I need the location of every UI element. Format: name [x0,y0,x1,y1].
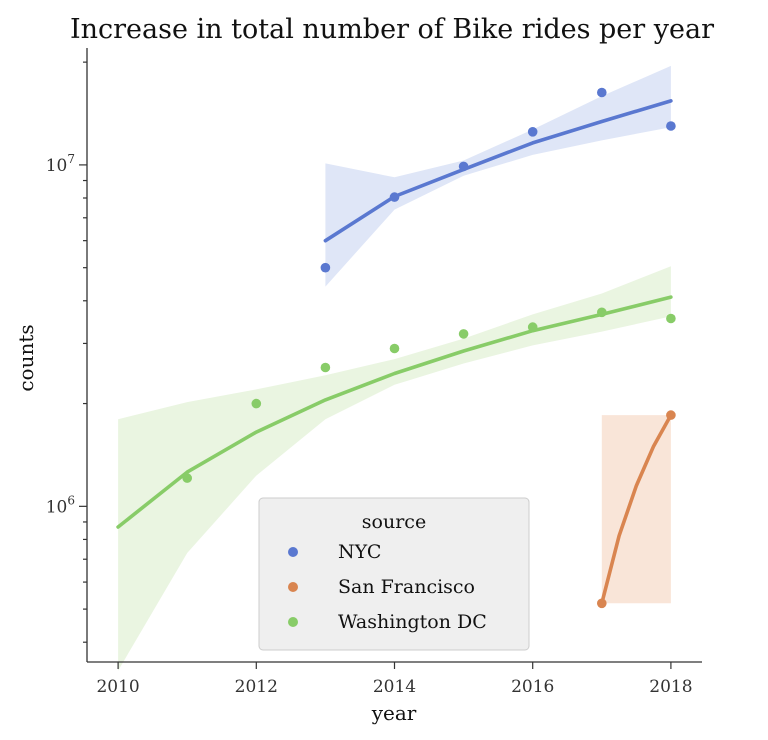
x-tick-label: 2012 [235,677,278,697]
x-axis-label: year [371,701,417,725]
point-nyc [458,161,469,172]
legend-marker-nyc [288,547,298,557]
fit-line-nyc [323,99,673,243]
y-tick-label: 106 [46,493,75,517]
band-san-francisco [601,415,671,604]
fit-line-washington-dc [116,295,673,529]
x-tick-label: 2016 [511,677,554,697]
legend-label-nyc: NYC [338,541,381,563]
legend-box [258,497,530,651]
x-tick-label: 2014 [373,677,416,697]
point-washington-dc [527,322,538,332]
x-ticks: 2010 2012 2014 2016 2018 [96,662,693,697]
point-washington-dc [182,473,192,483]
point-san-francisco [666,410,676,420]
legend-title: source [362,511,426,533]
point-nyc [389,192,400,202]
point-washington-dc [251,398,262,409]
point-san-francisco [597,598,607,609]
regression-lines [116,99,673,606]
confidence-bands [118,65,671,671]
point-washington-dc [320,362,331,373]
point-nyc [666,121,676,131]
point-washington-dc [597,307,607,318]
point-nyc [597,87,607,98]
band-nyc [325,65,671,287]
legend-label-washington-dc: Washington DC [338,611,487,633]
x-tick-label: 2018 [649,677,692,697]
point-nyc [320,262,331,273]
data-points [182,87,676,609]
chart-title: Increase in total number of Bike rides p… [70,14,714,45]
x-tick-label: 2010 [96,677,139,697]
legend-marker-san-francisco [288,582,298,592]
legend-marker-washington-dc [288,617,298,627]
legend: source NYC San Francisco Washington DC [258,497,530,651]
point-nyc [527,127,538,137]
fit-line-san-francisco [599,413,673,606]
legend-items: NYC San Francisco Washington DC [288,541,487,633]
point-washington-dc [389,343,400,354]
point-washington-dc [666,313,676,324]
point-washington-dc [458,329,469,339]
legend-label-san-francisco: San Francisco [338,576,475,598]
y-tick-label: 107 [46,152,75,176]
y-axis-label: counts [14,324,38,391]
y-ticks: 106 107 [46,61,87,643]
band-washington-dc [118,266,671,671]
